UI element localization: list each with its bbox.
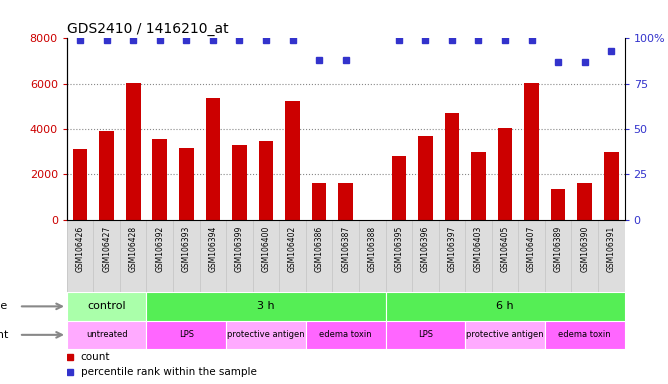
Bar xyxy=(226,321,306,349)
Bar xyxy=(498,128,512,220)
Bar xyxy=(73,149,88,220)
Bar xyxy=(418,136,433,220)
Bar xyxy=(152,139,167,220)
Text: LPS: LPS xyxy=(179,330,194,339)
Bar xyxy=(524,83,539,220)
Bar xyxy=(67,292,146,321)
Bar xyxy=(551,189,566,220)
Bar xyxy=(604,152,619,220)
Bar xyxy=(285,101,300,220)
Bar xyxy=(100,131,114,220)
Text: GSM106396: GSM106396 xyxy=(421,225,430,272)
Text: GSM106392: GSM106392 xyxy=(155,225,164,272)
Text: 3 h: 3 h xyxy=(257,301,275,311)
Bar xyxy=(465,321,545,349)
Text: GSM106393: GSM106393 xyxy=(182,225,191,272)
Bar xyxy=(179,148,194,220)
Text: GSM106428: GSM106428 xyxy=(129,225,138,271)
Text: protective antigen: protective antigen xyxy=(227,330,305,339)
Text: GSM106397: GSM106397 xyxy=(448,225,456,272)
Bar xyxy=(471,152,486,220)
Text: protective antigen: protective antigen xyxy=(466,330,544,339)
Bar xyxy=(146,321,226,349)
Bar xyxy=(259,141,273,220)
Bar xyxy=(385,292,625,321)
Text: GSM106407: GSM106407 xyxy=(527,225,536,272)
Text: GSM106402: GSM106402 xyxy=(288,225,297,272)
Text: GSM106386: GSM106386 xyxy=(315,225,323,272)
Text: control: control xyxy=(88,301,126,311)
Text: 6 h: 6 h xyxy=(496,301,514,311)
Text: GSM106399: GSM106399 xyxy=(235,225,244,272)
Text: percentile rank within the sample: percentile rank within the sample xyxy=(81,367,257,377)
Bar xyxy=(445,113,459,220)
Text: GSM106388: GSM106388 xyxy=(368,225,377,271)
Bar xyxy=(577,184,592,220)
Bar xyxy=(385,321,465,349)
Text: edema toxin: edema toxin xyxy=(558,330,611,339)
Bar xyxy=(146,292,385,321)
Bar xyxy=(232,145,246,220)
Text: GSM106426: GSM106426 xyxy=(75,225,85,272)
Text: GSM106427: GSM106427 xyxy=(102,225,111,272)
Text: edema toxin: edema toxin xyxy=(319,330,372,339)
Text: GSM106389: GSM106389 xyxy=(554,225,562,272)
Text: GSM106405: GSM106405 xyxy=(500,225,510,272)
Text: GSM106387: GSM106387 xyxy=(341,225,350,272)
Text: GDS2410 / 1416210_at: GDS2410 / 1416210_at xyxy=(67,22,228,36)
Text: LPS: LPS xyxy=(418,330,433,339)
Bar xyxy=(67,321,146,349)
Text: GSM106400: GSM106400 xyxy=(261,225,271,272)
Text: GSM106403: GSM106403 xyxy=(474,225,483,272)
Text: GSM106395: GSM106395 xyxy=(394,225,403,272)
Bar xyxy=(306,321,385,349)
Text: GSM106390: GSM106390 xyxy=(580,225,589,272)
Text: agent: agent xyxy=(0,330,9,340)
Bar xyxy=(312,184,327,220)
Text: untreated: untreated xyxy=(86,330,128,339)
Bar xyxy=(391,156,406,220)
Bar xyxy=(339,184,353,220)
Bar xyxy=(126,83,140,220)
Text: GSM106394: GSM106394 xyxy=(208,225,217,272)
Bar xyxy=(545,321,625,349)
Text: GSM106391: GSM106391 xyxy=(607,225,616,272)
Text: count: count xyxy=(81,352,110,362)
Bar xyxy=(206,98,220,220)
Text: time: time xyxy=(0,301,9,311)
